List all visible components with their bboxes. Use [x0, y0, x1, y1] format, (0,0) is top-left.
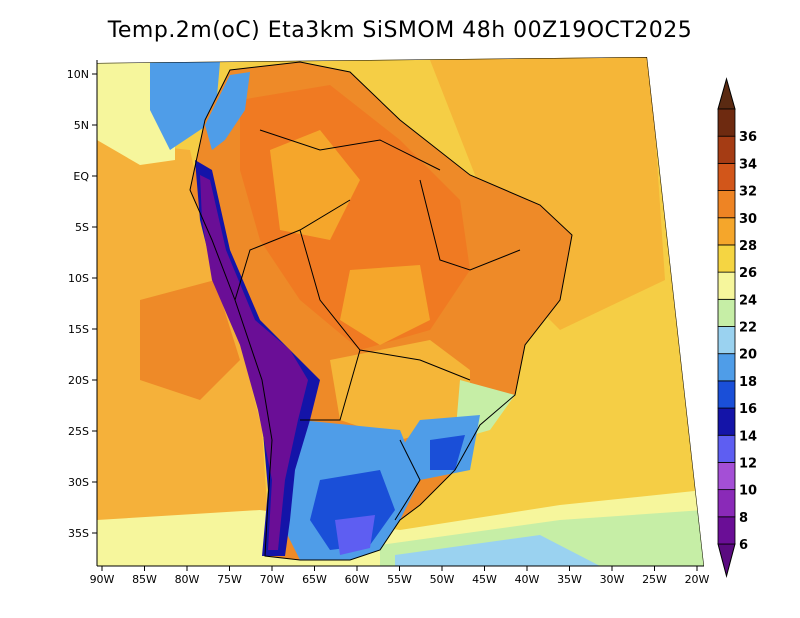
- colorbar-swatch: [717, 135, 736, 164]
- pacific-warm-patch: [140, 280, 240, 400]
- longitude-ticks: 90W 85W 80W 75W 70W 65W 60W 55W 50W 45W 40W 35W 30W 2…: [90, 566, 710, 586]
- colorbar-label: 8: [739, 511, 748, 526]
- lat-tick-label: EQ: [73, 170, 89, 183]
- lat-tick-label: 25S: [68, 425, 89, 438]
- amazon-mottle-1: [270, 130, 360, 240]
- colorbar-swatch: [717, 190, 736, 219]
- lon-tick-label: 90W: [90, 573, 115, 586]
- lon-tick-label: 40W: [515, 573, 540, 586]
- lat-tick-label: 35S: [68, 527, 89, 540]
- colorbar-label: 28: [739, 239, 757, 254]
- lat-tick-label: 5N: [74, 119, 89, 132]
- lon-tick-label: 70W: [260, 573, 285, 586]
- lon-tick-label: 75W: [217, 573, 242, 586]
- colorbar-swatch: [717, 326, 736, 355]
- colorbar-label: 14: [739, 429, 757, 444]
- latitude-ticks: 10N 5N EQ 5S 10S 15S 20S 25S 30S 35S: [67, 68, 97, 540]
- colorbar-label: 10: [739, 484, 757, 499]
- colorbar-label: 16: [739, 402, 757, 417]
- caribbean-cool: [150, 62, 220, 150]
- lat-tick-label: 5S: [75, 221, 89, 234]
- lon-tick-label: 55W: [387, 573, 412, 586]
- colorbar-label: 6: [739, 538, 748, 553]
- lon-tick-label: 80W: [175, 573, 200, 586]
- colorbar-swatch: [717, 162, 736, 191]
- lon-tick-label: 65W: [302, 573, 327, 586]
- lat-tick-label: 10S: [68, 272, 89, 285]
- colorbar-swatch: [717, 244, 736, 273]
- lon-tick-label: 35W: [557, 573, 582, 586]
- colorbar: 6 8 10 12 14 16 18 20 22 24 26 28 30 32 34 36: [717, 77, 757, 578]
- colorbar-swatch: [717, 298, 736, 327]
- lon-tick-label: 20W: [685, 573, 710, 586]
- colorbar-label: 22: [739, 321, 757, 336]
- colorbar-label: 32: [739, 185, 757, 200]
- colorbar-swatch: [717, 380, 736, 409]
- colorbar-label: 12: [739, 456, 757, 471]
- country-borders: [189, 61, 573, 561]
- colorbar-swatch: [717, 353, 736, 382]
- lon-tick-label: 50W: [430, 573, 455, 586]
- colorbar-swatch: [717, 271, 736, 300]
- pampas-colder: [310, 470, 395, 550]
- lon-tick-label: 45W: [472, 573, 497, 586]
- lon-tick-label: 85W: [132, 573, 157, 586]
- amazon-mottle-2: [340, 265, 430, 345]
- lat-tick-label: 30S: [68, 476, 89, 489]
- colorbar-label: 30: [739, 212, 757, 227]
- northern-andes-cool: [205, 72, 250, 150]
- lon-tick-label: 60W: [345, 573, 370, 586]
- colorbar-swatch: [717, 217, 736, 246]
- south-ocean-band-3: [395, 535, 600, 566]
- lon-tick-label: 25W: [642, 573, 667, 586]
- map-title: Temp.2m(oC) Eta3km SiSMOM 48h 00Z19OCT20…: [107, 18, 693, 43]
- colorbar-swatch: [717, 516, 736, 545]
- lat-tick-label: 20S: [68, 374, 89, 387]
- atlantic-warm-zone: [430, 57, 665, 330]
- colorbar-label: 36: [739, 130, 757, 145]
- central-zone: [330, 340, 470, 440]
- colorbar-swatch: [717, 407, 736, 436]
- lon-tick-label: 30W: [600, 573, 625, 586]
- colorbar-swatch: [717, 434, 736, 463]
- colorbar-label: 24: [739, 293, 757, 308]
- plot-frame: [97, 57, 704, 566]
- colorbar-label: 20: [739, 348, 757, 363]
- andes-coldest: [200, 175, 308, 550]
- pampas-coldest: [335, 515, 375, 555]
- colorbar-label: 18: [739, 375, 757, 390]
- colorbar-swatch: [717, 489, 736, 518]
- colorbar-max-arrow: [717, 77, 736, 110]
- colorbar-label: 26: [739, 266, 757, 281]
- south-brazil-colder: [430, 435, 465, 470]
- colorbar-swatch: [717, 108, 736, 137]
- colorbar-min-arrow: [717, 543, 736, 578]
- lat-tick-label: 10N: [67, 68, 89, 81]
- temperature-field: [97, 57, 704, 566]
- colorbar-swatch: [717, 462, 736, 491]
- lat-tick-label: 15S: [68, 323, 89, 336]
- colorbar-label: 34: [739, 157, 757, 172]
